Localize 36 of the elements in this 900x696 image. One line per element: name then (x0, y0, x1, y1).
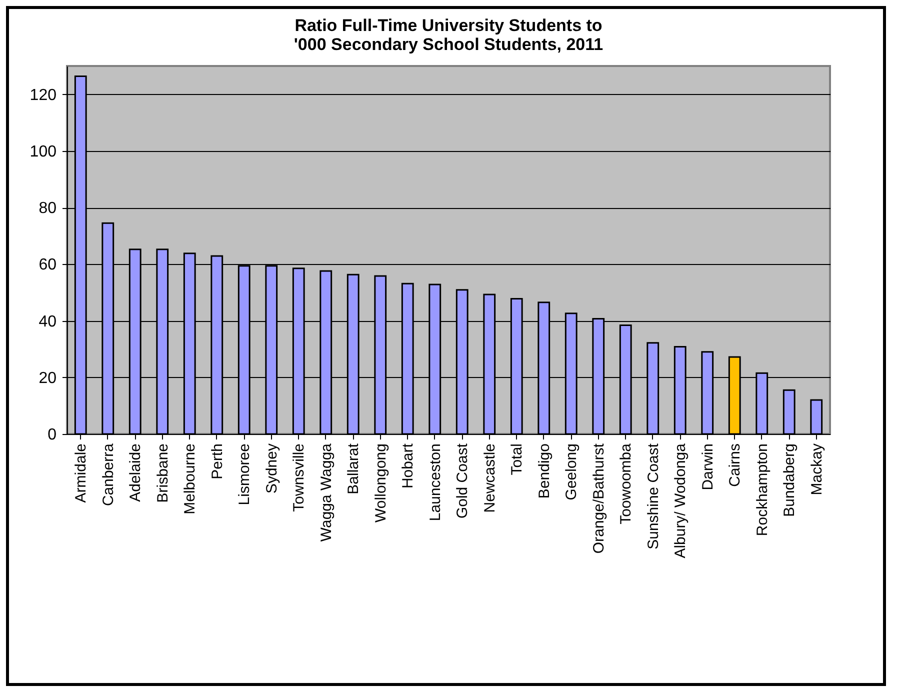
y-tick-label: 40 (38, 313, 57, 330)
chart-title: Ratio Full-Time University Students to '000 Secondary School Students, 2011 (294, 16, 604, 54)
x-tick-label: Armidale (72, 444, 90, 503)
x-tick-label: Launceston (426, 444, 444, 522)
y-tick-label: 80 (38, 200, 57, 218)
x-tick-label: Bendigo (536, 444, 553, 499)
x-tick-label: Sydney (263, 443, 280, 494)
x-tick-label: Orange/Bathurst (590, 442, 608, 554)
x-tick-label: Toowoomba (618, 442, 635, 524)
x-tick-label: Albury/ Wodonga (672, 442, 690, 558)
x-tick-label: Hobart (400, 442, 417, 489)
x-tick-label: Brisbane (154, 444, 172, 503)
x-tick-label: Darwin (699, 444, 716, 490)
x-tick-label: Townsville (290, 444, 308, 512)
y-tick-label: 100 (30, 143, 57, 160)
x-tick-label: Rockhampton (754, 444, 771, 536)
x-tick-label: Cairns (726, 444, 744, 487)
y-tick-label: 0 (48, 426, 57, 444)
x-tick-label: Canberra (100, 442, 117, 506)
y-tick-label: 60 (38, 256, 57, 274)
x-tick-label: Ballarat (345, 442, 362, 494)
y-tick-label: 20 (38, 370, 57, 387)
x-tick-label: Mackay (808, 443, 826, 496)
x-tick-label: Adelaide (127, 444, 144, 502)
x-tick-label: Melbourne (182, 444, 199, 514)
x-tick-label: Gold Coast (454, 442, 472, 519)
x-tick-label: Perth (208, 444, 226, 480)
x-tick-label: Wagga Wagga (318, 442, 335, 542)
x-tick-label: Lismoree (236, 444, 254, 506)
x-tick-label: Wollongong (372, 444, 390, 522)
y-tick-label: 120 (30, 86, 57, 104)
x-tick-label: Sunshine Coast (644, 442, 662, 550)
x-tick-label: Geelong (563, 444, 580, 500)
x-tick-label: Total (508, 444, 526, 476)
x-tick-label: Newcastle (481, 444, 498, 513)
x-tick-label: Bundaberg (781, 444, 798, 517)
